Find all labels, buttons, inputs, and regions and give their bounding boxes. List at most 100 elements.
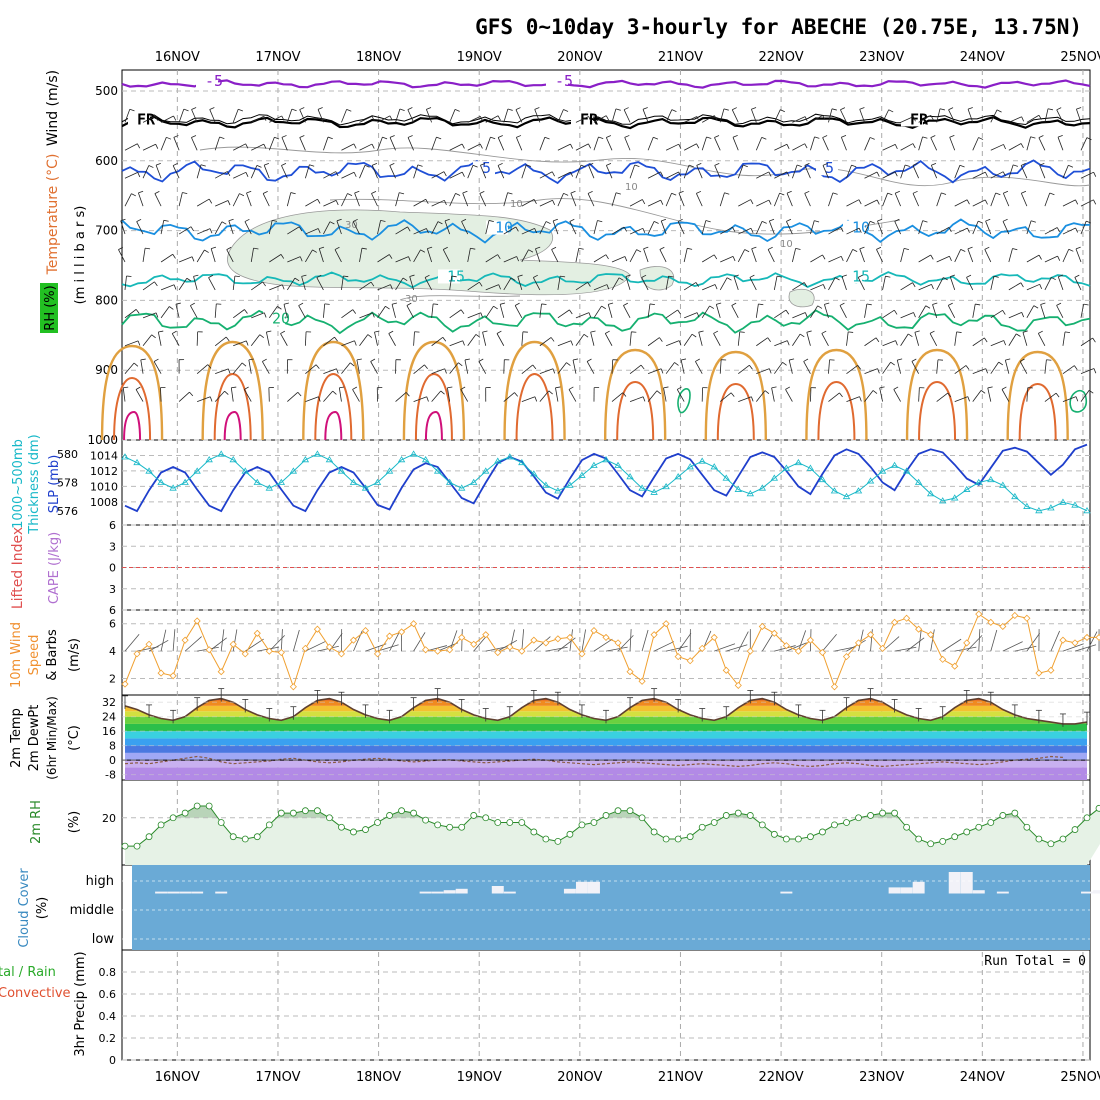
wind-barb [521,396,536,402]
wind-barb [882,340,896,347]
wind-barb [987,387,992,402]
wind-barb [990,276,995,290]
wind-barb [413,198,427,207]
wind-barb [590,332,595,346]
wind-barb [864,171,878,179]
wind-barb [696,165,703,179]
wind-speed-point [361,626,370,635]
wind-barb [154,193,162,207]
thickness-point [169,484,177,491]
surface-wind-barb [569,629,573,652]
wind-speed-point [373,650,382,658]
wind-barb-flag [597,220,603,223]
wind-barb [715,304,721,318]
wind-barb [719,108,725,123]
wind-barb-flag [388,330,394,334]
wind-barb-flag [262,358,267,362]
wind-barb [1080,390,1090,402]
wind-barb [266,331,270,346]
wind-barb-flag [405,392,410,397]
wind-barb [972,137,979,151]
wind-barb [395,192,400,207]
wind-barb-flag [274,136,280,140]
wind-barb-flag [1039,162,1045,166]
wind-barb [665,143,679,151]
wind-barb-flag [309,164,315,167]
wind-barb-flag [930,254,934,260]
wind-barb-flag [298,226,303,232]
wind-barb [900,248,905,263]
cloud-gap-bar [563,888,576,894]
surface-wind-barb [786,642,807,652]
wind-barb-flag [317,107,323,110]
surface-wind-barb [545,646,568,652]
wind-barb [972,199,986,207]
wind-barb [719,359,722,374]
wind-barb [286,108,293,123]
wind-barb-flag [714,115,718,121]
wind-barb [287,277,296,291]
wind-barb [575,281,588,291]
wind-barb-flag [343,275,349,278]
wind-barb-flag [858,199,862,205]
wind-barb [539,171,553,179]
rh2m-point [350,828,357,836]
wind-barb-flag [751,396,754,402]
wind-barb [822,165,829,179]
wind-barb [990,144,1004,151]
wind-barb [1008,164,1014,179]
wind-barb-flag [172,254,176,259]
wind-barb [1062,227,1076,235]
wind-barb-flag [696,312,700,318]
wind-barb-flag [221,221,227,225]
wind-barb [244,221,252,235]
wind-barb-flag [948,302,953,306]
wind-barb [1008,312,1022,319]
wind-barb [774,309,787,319]
wind-barb [210,248,216,263]
wind-barb [1080,304,1085,318]
wind-barb [323,221,331,235]
wind-barb-flag [370,281,375,287]
thickness-point [277,478,286,485]
thickness-point [650,488,658,495]
wind-barb-flag [548,390,553,395]
wind-barb-flag [677,386,682,390]
wind-barb [954,365,967,375]
thickness-point [1083,507,1091,514]
wind-barb-flag [568,386,574,390]
wind-barb [864,199,878,207]
wind-speed-point [385,632,394,640]
wind-barb-flag [316,274,322,278]
wind-barb-flag [193,274,199,277]
precip-ytick-0: 0 [109,1054,116,1067]
wind-barb [539,221,547,235]
wind-barb-flag [831,108,837,111]
wind-speed-point [578,650,586,658]
wind-barb [586,361,595,374]
wind-barb-flag [749,274,755,278]
wind-barb [413,364,425,374]
wind-barb [534,109,541,123]
rh2m-point [338,823,345,831]
wind-barb-flag [877,368,880,374]
surface-wind-barb [365,643,387,652]
wind-barb-flag [371,190,377,194]
thickness-point [554,487,562,494]
wind-barb [611,108,617,123]
wind-barb-flag [407,107,413,110]
thickness-point [698,457,706,464]
wind-barb-flag [624,256,628,262]
wind-barb-flag [569,309,573,315]
wind-barb [683,248,688,263]
rh2m-point [746,812,754,819]
wind-barb [624,137,631,151]
bl-contour-mid-2 [314,372,353,441]
wind-speed-point [229,640,237,648]
wind-barb [197,396,211,402]
surface-wind-barb [737,631,749,652]
wind-barb [930,165,938,179]
temp-ytick-24: 24 [102,711,116,724]
wind-barb-flag [371,116,375,121]
wind-barb [593,305,602,319]
